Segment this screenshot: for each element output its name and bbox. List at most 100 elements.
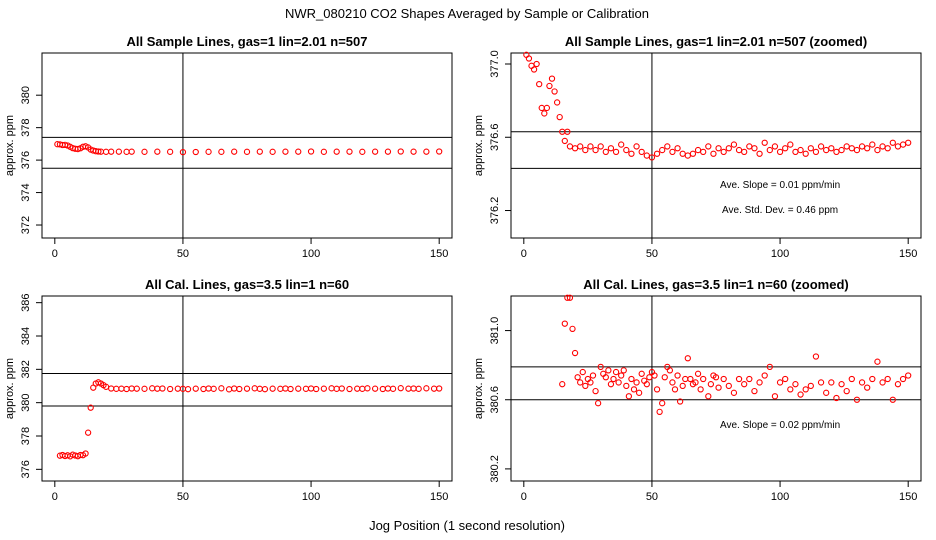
data-point [720, 375, 727, 383]
data-point [730, 141, 738, 148]
data-point [546, 82, 553, 90]
data-point [302, 385, 310, 392]
data-point [184, 386, 192, 393]
data-point [692, 379, 699, 386]
data-point [746, 143, 753, 150]
y-tick-label: 377.0 [489, 50, 501, 78]
y-tick-label: 372 [20, 216, 32, 234]
data-point [410, 148, 417, 155]
data-point [797, 391, 804, 398]
data-point [551, 88, 558, 95]
data-point [282, 385, 289, 392]
x-tick-label: 0 [52, 248, 58, 260]
data-point [797, 146, 804, 154]
data-point [371, 385, 379, 392]
data-point [720, 148, 727, 156]
chart-panel-1: All Sample Lines, gas=1 lin=2.01 n=507 0 5… [4, 34, 453, 260]
data-point [787, 386, 794, 393]
data-point [864, 145, 871, 152]
data-point [602, 148, 609, 156]
y-tick-label: 378 [20, 427, 32, 445]
data-point [269, 148, 276, 155]
data-point [756, 150, 763, 157]
data-point [389, 385, 397, 392]
data-point [423, 385, 430, 392]
data-point [653, 386, 661, 393]
chart-panel-2: All Sample Lines, gas=1 lin=2.01 n=507 (… [473, 34, 922, 260]
data-point [541, 110, 548, 117]
data-point [679, 150, 686, 157]
data-point [676, 398, 684, 405]
y-axis-label: approx. ppm [473, 115, 485, 176]
data-point [123, 385, 130, 393]
data-point [889, 139, 896, 146]
data-point [548, 75, 556, 82]
data-point [287, 385, 294, 393]
panel-annotation: Ave. Slope = 0.02 ppm/min [720, 420, 840, 431]
data-point [643, 152, 650, 159]
data-point [320, 148, 328, 155]
data-point [638, 148, 645, 156]
x-tick-label: 0 [521, 491, 527, 503]
data-point [225, 386, 233, 393]
data-point [243, 148, 251, 155]
data-point [295, 148, 302, 155]
y-tick-label: 376.2 [489, 197, 501, 225]
data-point [525, 55, 533, 62]
data-point [397, 385, 404, 392]
data-point [612, 368, 620, 376]
data-point [623, 146, 630, 154]
data-point [792, 381, 799, 388]
data-point [566, 143, 574, 150]
x-tick-label: 150 [899, 491, 917, 503]
data-point [123, 148, 130, 155]
data-point [659, 146, 666, 154]
data-point [843, 387, 850, 395]
data-point [592, 387, 599, 395]
data-point [848, 375, 855, 383]
data-point [210, 385, 217, 392]
plot-frame [41, 52, 453, 239]
plot-frame [41, 295, 453, 482]
data-point [682, 375, 689, 383]
data-point [269, 385, 276, 392]
data-point [256, 385, 263, 392]
chart-panel-4: All Cal. Lines, gas=3.5 lin=1 n=60 (zoom… [473, 277, 922, 503]
data-point [577, 143, 584, 150]
data-point [561, 137, 568, 145]
data-point [787, 141, 794, 148]
data-point [61, 141, 69, 149]
data-point [141, 385, 148, 392]
data-point [869, 375, 876, 383]
data-point [705, 143, 712, 150]
y-tick-label: 382 [20, 360, 32, 378]
data-point [607, 381, 615, 388]
data-point [817, 143, 825, 150]
data-point [295, 385, 302, 392]
data-point [618, 372, 625, 379]
data-point [635, 389, 643, 396]
data-point [874, 146, 881, 154]
figure-title: NWR_080210 CO2 Shapes Averaged by Sample… [285, 6, 649, 21]
data-point [899, 375, 907, 383]
data-point [725, 382, 732, 390]
data-point [843, 143, 850, 150]
chart-panels: All Sample Lines, gas=1 lin=2.01 n=507 0 5… [4, 34, 922, 503]
x-tick-label: 100 [302, 248, 320, 260]
data-point [776, 379, 784, 386]
chart-panel-3: All Cal. Lines, gas=3.5 lin=1 n=60 0 50 100… [4, 277, 453, 503]
data-point [82, 450, 89, 457]
data-point [661, 374, 668, 381]
data-point [359, 148, 366, 155]
data-point [564, 128, 571, 135]
data-point [582, 382, 589, 390]
data-point [833, 394, 840, 402]
data-point [735, 146, 743, 154]
data-point [884, 375, 891, 383]
panel-title: All Cal. Lines, gas=3.5 lin=1 n=60 (zoom… [583, 277, 849, 292]
data-point [597, 143, 604, 150]
data-point [858, 143, 866, 150]
data-point [371, 148, 379, 155]
data-point [564, 294, 571, 301]
y-axis-label: approx. ppm [4, 358, 16, 419]
